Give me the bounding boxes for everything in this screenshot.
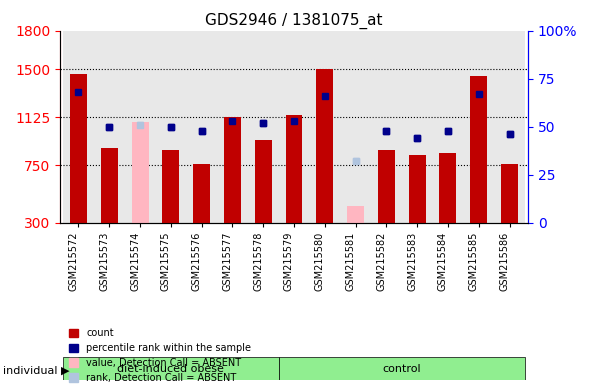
- Bar: [470, 76, 487, 223]
- Legend: count, percentile rank within the sample, value, Detection Call = ABSENT, rank, : count, percentile rank within the sample…: [65, 324, 255, 384]
- Bar: [310, 31, 340, 223]
- Bar: [347, 206, 364, 223]
- Bar: [286, 114, 302, 223]
- Bar: [501, 164, 518, 223]
- Bar: [409, 155, 425, 223]
- Bar: [501, 164, 518, 223]
- Bar: [70, 74, 87, 223]
- Bar: [101, 149, 118, 223]
- Bar: [316, 69, 333, 223]
- Bar: [248, 31, 278, 223]
- Text: control: control: [382, 364, 421, 374]
- Bar: [433, 31, 463, 223]
- Bar: [131, 122, 149, 223]
- Bar: [278, 31, 310, 223]
- Bar: [70, 74, 87, 223]
- Bar: [316, 69, 333, 223]
- Bar: [163, 150, 179, 223]
- Bar: [286, 114, 302, 223]
- Bar: [155, 31, 186, 223]
- Bar: [94, 31, 125, 223]
- Bar: [371, 31, 402, 223]
- Bar: [463, 31, 494, 223]
- Bar: [63, 31, 94, 223]
- Bar: [470, 76, 487, 223]
- Bar: [439, 153, 457, 223]
- Bar: [439, 153, 457, 223]
- Bar: [255, 139, 272, 223]
- Bar: [163, 150, 179, 223]
- Bar: [255, 139, 272, 223]
- Bar: [340, 31, 371, 223]
- FancyBboxPatch shape: [278, 357, 525, 380]
- Text: individual ▶: individual ▶: [3, 366, 70, 376]
- Bar: [193, 164, 210, 223]
- Bar: [378, 150, 395, 223]
- Bar: [378, 150, 395, 223]
- FancyBboxPatch shape: [63, 357, 278, 380]
- Bar: [402, 31, 433, 223]
- Bar: [101, 149, 118, 223]
- Bar: [409, 155, 425, 223]
- Bar: [131, 122, 149, 223]
- Bar: [125, 31, 155, 223]
- Bar: [224, 117, 241, 223]
- Bar: [224, 117, 241, 223]
- Title: GDS2946 / 1381075_at: GDS2946 / 1381075_at: [205, 13, 383, 29]
- Bar: [494, 31, 525, 223]
- Bar: [186, 31, 217, 223]
- Bar: [347, 206, 364, 223]
- Text: diet-induced obese: diet-induced obese: [118, 364, 224, 374]
- Bar: [217, 31, 248, 223]
- Bar: [193, 164, 210, 223]
